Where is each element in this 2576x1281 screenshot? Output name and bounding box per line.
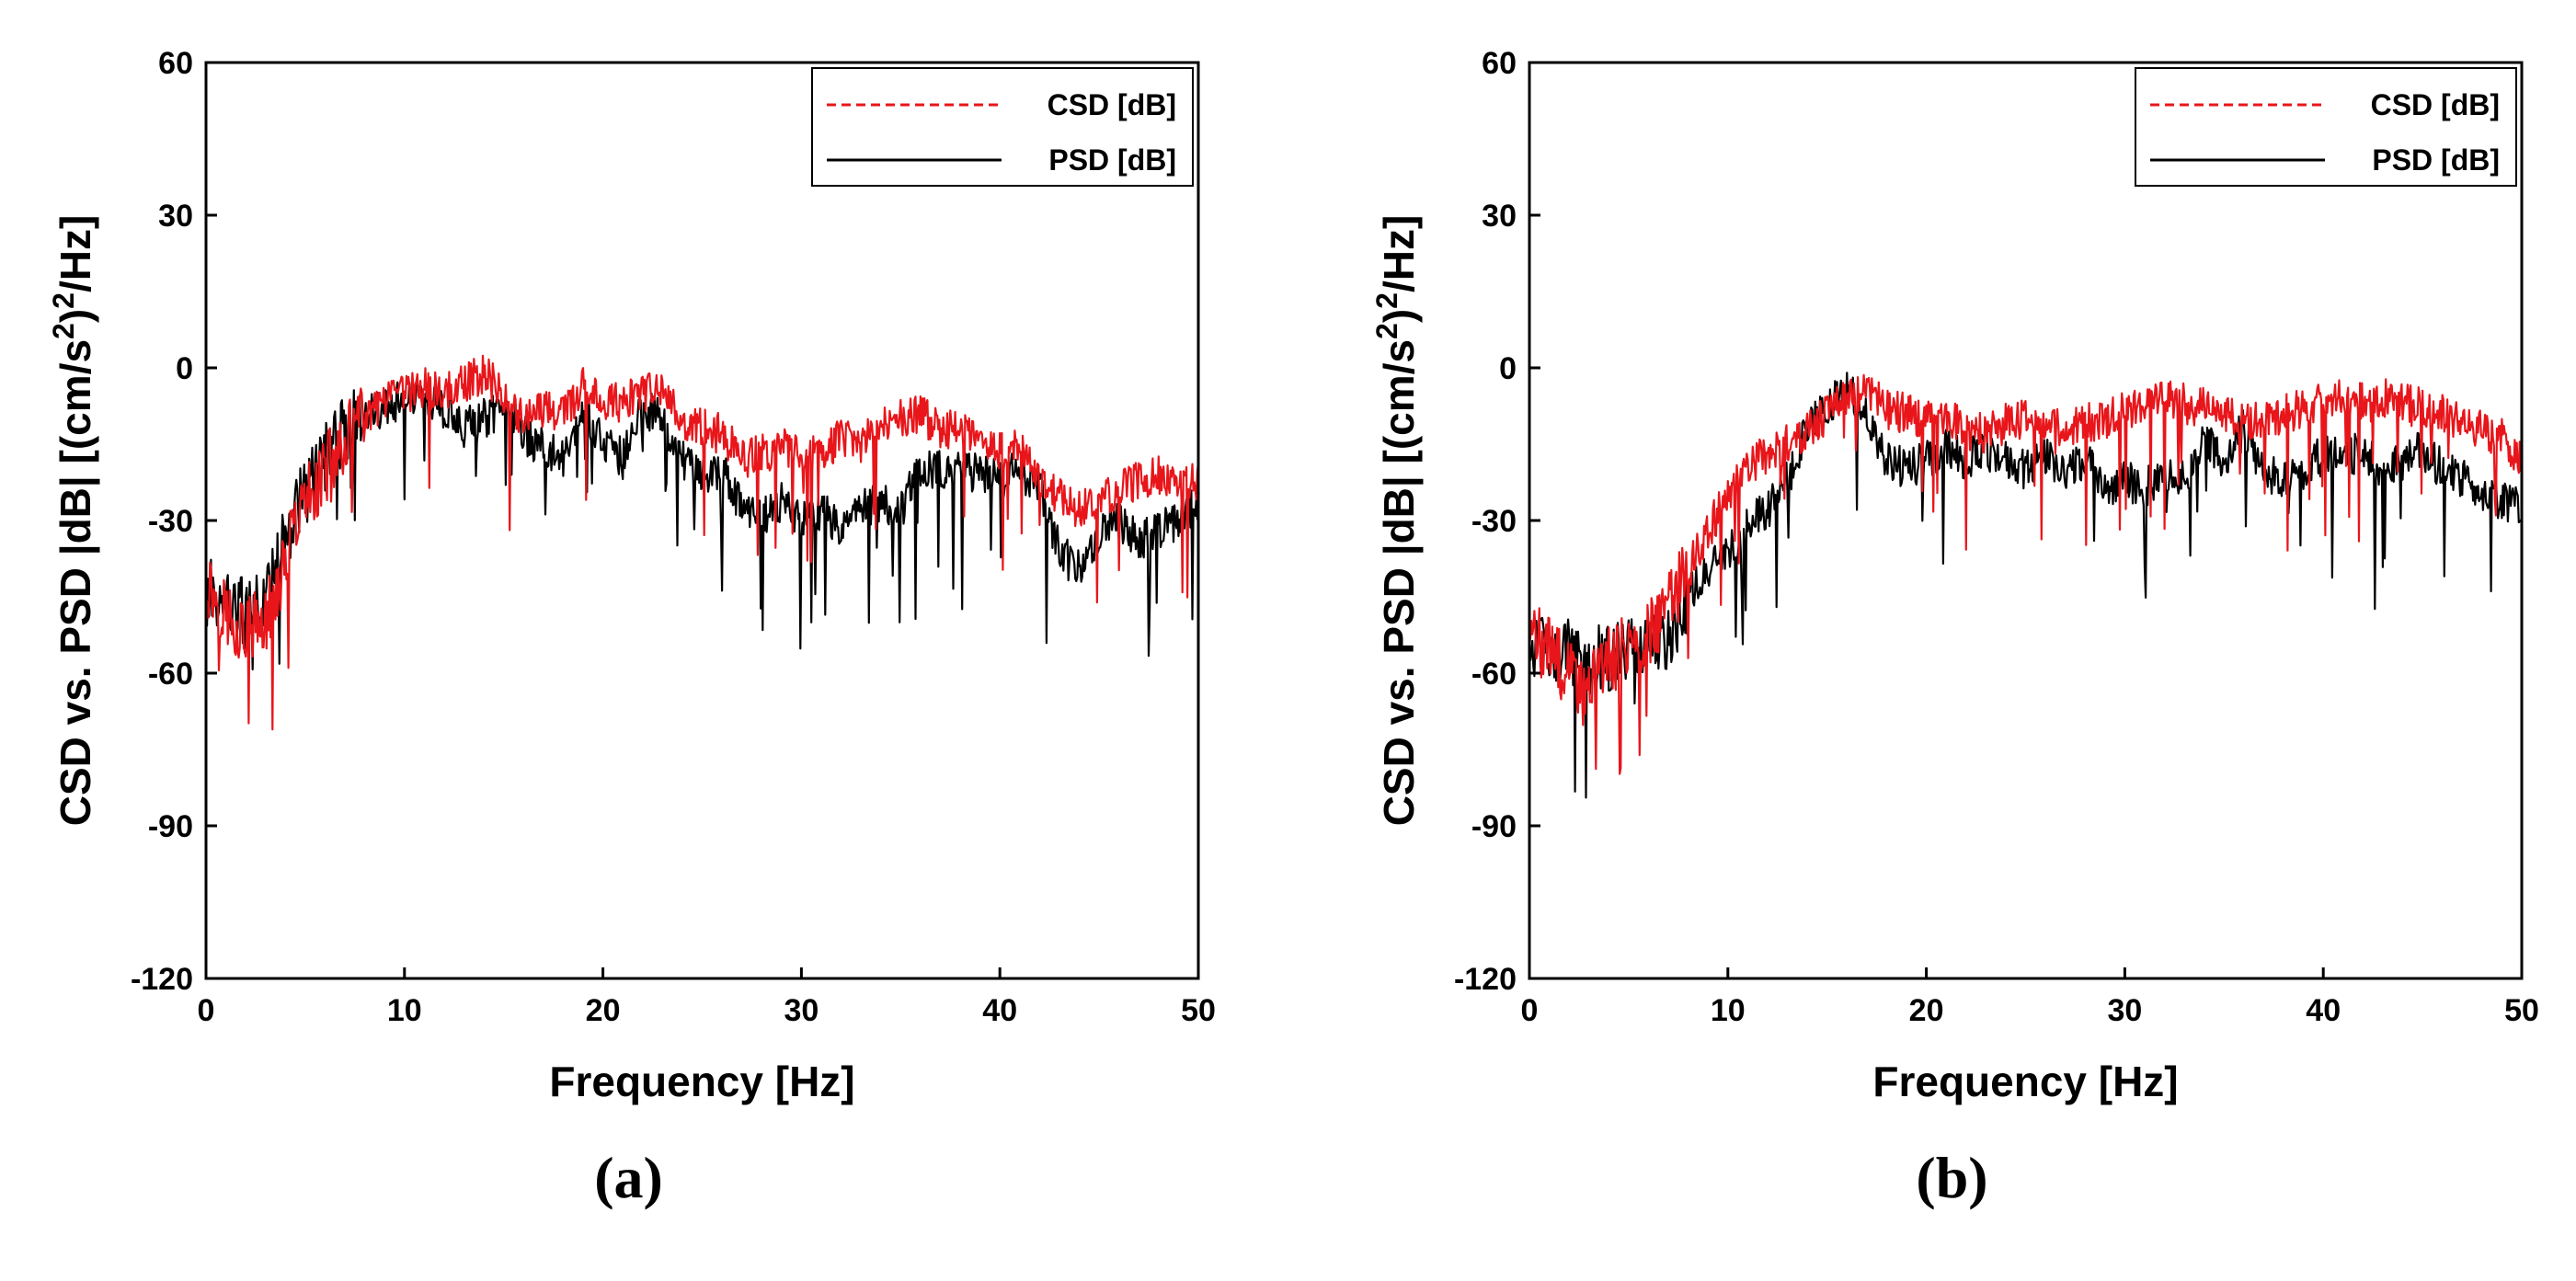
y-axis-title-main: CSD vs. PSD |dB| [(cm/s	[52, 339, 99, 826]
legend-box	[2135, 67, 2517, 187]
y-tick-label: 30	[158, 199, 193, 234]
y-tick-label: -30	[1471, 504, 1517, 539]
y-axis-title-sup-2: 2	[1370, 292, 1403, 309]
x-tick-label: 10	[1711, 993, 1746, 1028]
x-tick-label: 20	[586, 993, 621, 1028]
y-tick-label: -120	[131, 962, 193, 997]
chart-panel-b: 0 10 20 30 40 50 60 30 0 -30 -60 -90 -120 Frequency …	[1370, 46, 2539, 1210]
y-tick-label: 60	[1482, 46, 1517, 81]
legend-label-psd: PSD [dB]	[1048, 143, 1176, 177]
legend: CSD [dB] PSD [dB]	[2135, 67, 2517, 187]
series-line-csd	[1528, 373, 2524, 775]
y-axis-title-sup-2: 2	[47, 292, 80, 309]
x-tick-label: 20	[1909, 993, 1944, 1028]
y-tick-label: -30	[148, 504, 193, 539]
axis-ticks: 0 10 20 30 40 50 60 30 0 -30 -60 -90 -120	[1454, 46, 2539, 1028]
plot-area	[206, 63, 1198, 978]
y-axis-title-mid: )	[1375, 309, 1423, 323]
x-tick-label: 40	[982, 993, 1017, 1028]
y-axis-title-mid: )	[52, 309, 99, 323]
chart-panel-a: 0 10 20 30 40 50 60 30 0 -30 -60 -90 -120 Frequency …	[47, 46, 1216, 1210]
y-axis-title-end: /Hz]	[1375, 215, 1423, 292]
series-line-csd	[204, 354, 1200, 731]
x-axis-title: Frequency [Hz]	[1872, 1058, 2178, 1105]
y-tick-label: 0	[176, 351, 193, 386]
panel-caption-b: (b)	[1916, 1145, 1987, 1210]
y-axis-title: CSD vs. PSD |dB| [(cm/s2)2/Hz]	[47, 215, 99, 827]
y-tick-label: 60	[158, 46, 193, 81]
y-tick-label: -90	[148, 809, 193, 844]
y-axis-title-end: /Hz]	[52, 215, 99, 292]
x-axis-title: Frequency [Hz]	[549, 1058, 854, 1105]
legend: CSD [dB] PSD [dB]	[811, 67, 1194, 187]
y-tick-label: -60	[148, 657, 193, 692]
series-layer	[204, 354, 1200, 731]
y-tick-label: -60	[1471, 657, 1517, 692]
panel-caption-a: (a)	[594, 1145, 663, 1210]
x-tick-label: 0	[198, 993, 215, 1028]
legend-box	[811, 67, 1194, 187]
y-tick-label: 30	[1482, 199, 1517, 234]
y-axis-title-main: CSD vs. PSD |dB| [(cm/s	[1375, 339, 1423, 826]
axis-ticks: 0 10 20 30 40 50 60 30 0 -30 -60 -90 -120	[131, 46, 1216, 1028]
legend-label-csd: CSD [dB]	[1048, 88, 1176, 121]
series-line-psd	[1528, 372, 2524, 799]
x-tick-label: 50	[1181, 993, 1216, 1028]
y-tick-label: 0	[1499, 351, 1517, 386]
x-tick-label: 30	[2107, 993, 2142, 1028]
y-axis-title-sup-1: 2	[47, 323, 80, 339]
x-tick-label: 0	[1521, 993, 1539, 1028]
y-tick-label: -120	[1454, 962, 1517, 997]
x-tick-label: 10	[387, 993, 422, 1028]
series-layer	[1528, 372, 2524, 799]
y-axis-title: CSD vs. PSD |dB| [(cm/s2)2/Hz]	[1370, 215, 1423, 827]
plot-area	[1529, 63, 2522, 978]
x-tick-label: 30	[784, 993, 819, 1028]
y-axis-title-sup-1: 2	[1370, 323, 1403, 339]
x-tick-label: 50	[2504, 993, 2539, 1028]
legend-label-csd: CSD [dB]	[2371, 88, 2500, 121]
y-tick-label: -90	[1471, 809, 1517, 844]
legend-label-psd: PSD [dB]	[2372, 143, 2500, 177]
x-tick-label: 40	[2306, 993, 2341, 1028]
